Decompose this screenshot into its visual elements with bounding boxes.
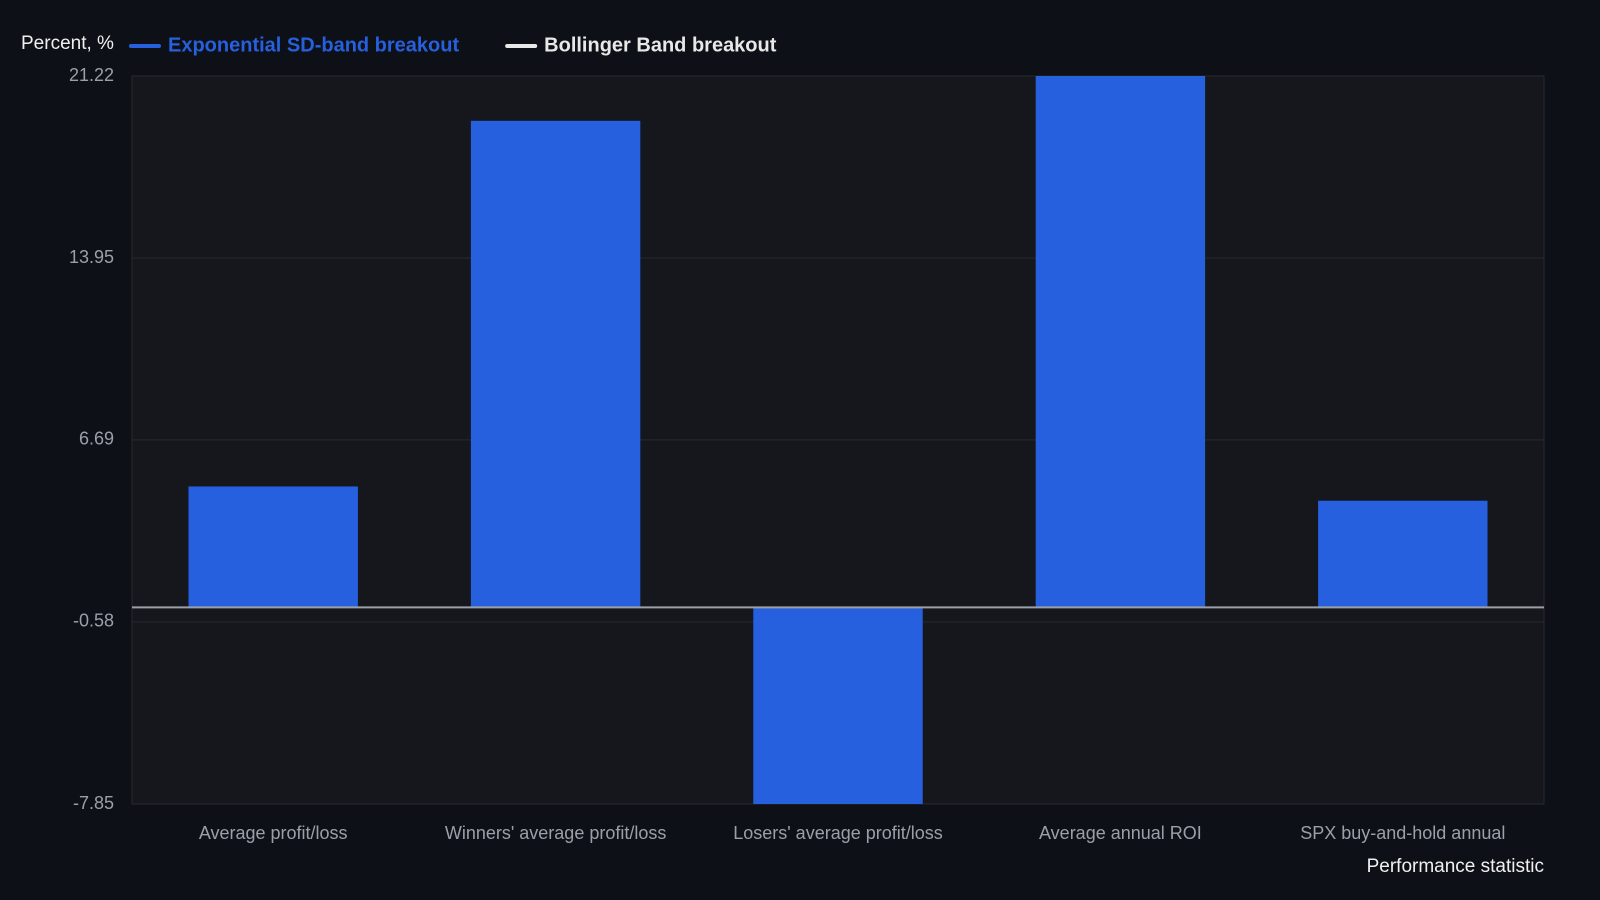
x-tick-label: SPX buy-and-hold annual bbox=[1300, 823, 1505, 843]
bar bbox=[753, 607, 923, 804]
x-tick-label: Winners' average profit/loss bbox=[445, 823, 667, 843]
y-tick-label: -7.85 bbox=[73, 793, 114, 813]
x-tick-label: Average annual ROI bbox=[1039, 823, 1202, 843]
bar bbox=[1318, 500, 1488, 608]
bar bbox=[188, 486, 358, 608]
y-tick-label: 21.22 bbox=[69, 65, 114, 85]
x-tick-label: Losers' average profit/loss bbox=[733, 823, 943, 843]
legend-label: Exponential SD-band breakout bbox=[168, 34, 459, 56]
bar bbox=[1035, 76, 1206, 608]
y-axis-label: Percent, % bbox=[21, 33, 114, 54]
legend-label: Bollinger Band breakout bbox=[544, 34, 777, 56]
bar bbox=[470, 120, 641, 608]
y-tick-label: 6.69 bbox=[79, 429, 114, 449]
x-tick-label: Average profit/loss bbox=[199, 823, 348, 843]
y-tick-label: -0.58 bbox=[73, 611, 114, 631]
y-tick-label: 13.95 bbox=[69, 247, 114, 267]
x-axis-label: Performance statistic bbox=[1367, 856, 1544, 877]
